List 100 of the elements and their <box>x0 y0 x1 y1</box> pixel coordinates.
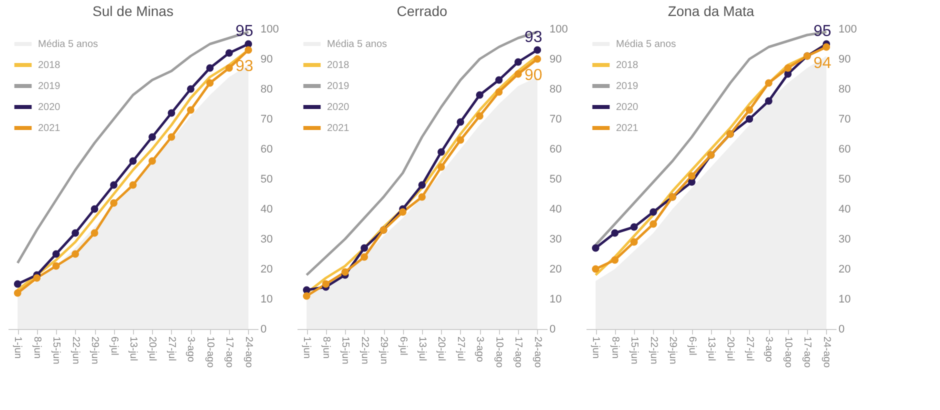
y-tick-label: 100 <box>260 24 279 36</box>
point <box>688 172 696 180</box>
x-tick-label: 3-ago <box>474 336 486 363</box>
x-tick-label: 20-jul <box>146 336 158 361</box>
legend-label: 2018 <box>327 60 350 71</box>
data-label: 94 <box>813 55 832 72</box>
x-tick-label: 6-jul <box>108 336 120 356</box>
y-tick-label: 30 <box>260 234 273 246</box>
x-tick-label: 13-jul <box>416 336 428 361</box>
legend-label: 2019 <box>38 81 61 92</box>
y-tick-label: 90 <box>550 54 562 66</box>
x-tick-label: 15-jun <box>50 336 62 364</box>
y-tick-label: 60 <box>838 144 851 156</box>
point <box>764 97 772 105</box>
point <box>244 46 252 54</box>
point <box>456 118 464 126</box>
x-tick-label: 8-jun <box>609 336 620 359</box>
point <box>186 106 194 114</box>
point <box>764 79 772 87</box>
point <box>52 250 60 258</box>
point <box>302 292 310 300</box>
y-tick-label: 30 <box>838 234 851 246</box>
point <box>746 106 754 114</box>
legend-label: 2020 <box>616 102 639 113</box>
x-tick-label: 1-jun <box>590 336 602 359</box>
point <box>418 181 426 189</box>
point <box>592 265 600 273</box>
x-tick-label: 24-ago <box>820 336 832 368</box>
y-tick-label: 40 <box>550 204 562 216</box>
point <box>129 181 137 189</box>
point <box>746 115 754 123</box>
point <box>341 268 349 276</box>
y-tick-label: 0 <box>260 324 267 336</box>
x-tick-label: 8-jun <box>320 336 332 359</box>
point <box>206 64 214 72</box>
point <box>456 136 464 144</box>
legend-label: 2019 <box>616 81 639 92</box>
y-tick-label: 40 <box>260 204 273 216</box>
point <box>495 88 503 96</box>
point <box>90 205 98 213</box>
y-tick-label: 80 <box>838 84 851 96</box>
legend-label: Média 5 anos <box>38 39 98 50</box>
y-tick-label: 10 <box>838 294 851 306</box>
point <box>186 85 194 93</box>
x-tick-label: 22-jun <box>648 336 659 364</box>
point <box>650 220 658 228</box>
point <box>225 64 233 72</box>
x-tick-label: 24-ago <box>242 336 254 368</box>
x-tick-label: 29-jun <box>89 336 100 364</box>
y-tick-label: 10 <box>550 294 562 306</box>
x-tick-label: 17-ago <box>512 336 524 368</box>
point <box>630 238 638 246</box>
point <box>168 109 176 117</box>
x-tick-label: 8-jun <box>31 336 42 359</box>
point <box>148 157 156 165</box>
x-tick-label: 13-jul <box>706 336 716 361</box>
y-tick-label: 70 <box>550 114 562 126</box>
point <box>206 79 214 87</box>
point <box>52 262 60 270</box>
y-tick-label: 50 <box>838 174 851 186</box>
point <box>90 229 98 237</box>
x-tick-label: 27-jul <box>166 336 177 361</box>
x-tick-label: 27-jul <box>454 336 466 361</box>
y-tick-label: 50 <box>260 174 273 186</box>
x-tick-label: 17-ago <box>802 336 813 368</box>
y-tick-label: 90 <box>260 54 273 66</box>
data-label: 95 <box>813 23 832 40</box>
point <box>72 250 80 258</box>
point <box>225 49 233 57</box>
point <box>438 163 445 171</box>
point <box>322 280 330 288</box>
x-tick-label: 29-jun <box>667 336 678 364</box>
point <box>611 229 619 237</box>
y-tick-label: 70 <box>838 114 851 126</box>
legend-label: 2021 <box>38 123 61 134</box>
legend-label: 2020 <box>327 102 350 113</box>
y-tick-label: 30 <box>550 234 562 246</box>
y-tick-label: 50 <box>550 174 562 186</box>
y-tick-label: 80 <box>260 84 273 96</box>
x-tick-label: 10-ago <box>782 336 794 368</box>
point <box>630 223 638 231</box>
y-tick-label: 60 <box>550 144 562 156</box>
x-tick-label: 3-ago <box>185 336 196 363</box>
point <box>418 193 426 201</box>
x-tick-label: 17-ago <box>224 336 235 368</box>
point <box>438 148 445 156</box>
point <box>244 40 252 48</box>
y-tick-label: 20 <box>550 264 562 276</box>
y-tick-label: 0 <box>838 324 845 336</box>
x-tick-label: 1-jun <box>301 336 312 359</box>
x-tick-label: 20-jul <box>436 336 447 361</box>
x-tick-label: 13-jul <box>128 336 138 361</box>
point <box>822 43 830 51</box>
x-tick-label: 10-ago <box>204 336 216 368</box>
legend-label: 2019 <box>327 81 350 92</box>
x-tick-label: 6-jul <box>397 336 408 356</box>
legend-label: Média 5 anos <box>616 39 676 50</box>
legend-label: 2021 <box>616 123 639 134</box>
x-tick-label: 20-jul <box>724 336 736 361</box>
chart-title: Zona da Mata <box>668 3 754 19</box>
